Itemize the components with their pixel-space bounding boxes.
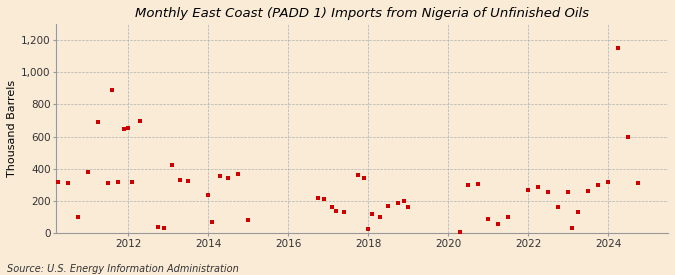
Point <box>403 205 414 210</box>
Text: Source: U.S. Energy Information Administration: Source: U.S. Energy Information Administ… <box>7 264 238 274</box>
Point <box>613 46 624 50</box>
Point <box>243 218 254 222</box>
Point <box>167 163 178 167</box>
Point <box>593 183 603 187</box>
Point <box>113 180 124 184</box>
Point <box>359 175 370 180</box>
Point <box>159 226 169 231</box>
Point <box>483 216 493 221</box>
Point <box>313 196 323 200</box>
Point <box>331 208 342 213</box>
Point <box>123 126 134 130</box>
Point <box>362 227 373 232</box>
Point <box>583 188 593 193</box>
Point <box>533 185 543 189</box>
Point <box>543 190 554 194</box>
Y-axis label: Thousand Barrels: Thousand Barrels <box>7 80 17 177</box>
Point <box>183 179 194 183</box>
Point <box>503 215 514 219</box>
Point <box>103 180 113 185</box>
Point <box>393 201 404 206</box>
Point <box>563 190 574 194</box>
Point <box>572 210 583 214</box>
Point <box>367 212 377 216</box>
Point <box>153 225 163 229</box>
Point <box>493 222 504 227</box>
Point <box>399 199 410 203</box>
Point <box>202 193 213 198</box>
Point <box>319 196 329 201</box>
Point <box>567 226 578 231</box>
Point <box>93 120 104 124</box>
Point <box>135 118 146 123</box>
Point <box>472 182 483 186</box>
Point <box>63 181 74 186</box>
Point <box>73 215 84 219</box>
Point <box>223 176 234 181</box>
Point <box>353 173 364 177</box>
Point <box>463 183 474 187</box>
Point <box>375 215 385 219</box>
Point <box>233 172 244 177</box>
Point <box>327 205 338 210</box>
Point <box>603 180 614 184</box>
Point <box>632 181 643 186</box>
Point <box>522 188 533 192</box>
Point <box>622 134 633 139</box>
Point <box>175 178 186 182</box>
Point <box>553 205 564 210</box>
Point <box>207 220 217 224</box>
Point <box>83 170 94 174</box>
Point <box>119 127 130 131</box>
Title: Monthly East Coast (PADD 1) Imports from Nigeria of Unfinished Oils: Monthly East Coast (PADD 1) Imports from… <box>135 7 589 20</box>
Point <box>107 88 117 92</box>
Point <box>215 174 225 178</box>
Point <box>53 180 63 184</box>
Point <box>455 229 466 234</box>
Point <box>127 180 138 184</box>
Point <box>383 204 394 208</box>
Point <box>339 210 350 214</box>
